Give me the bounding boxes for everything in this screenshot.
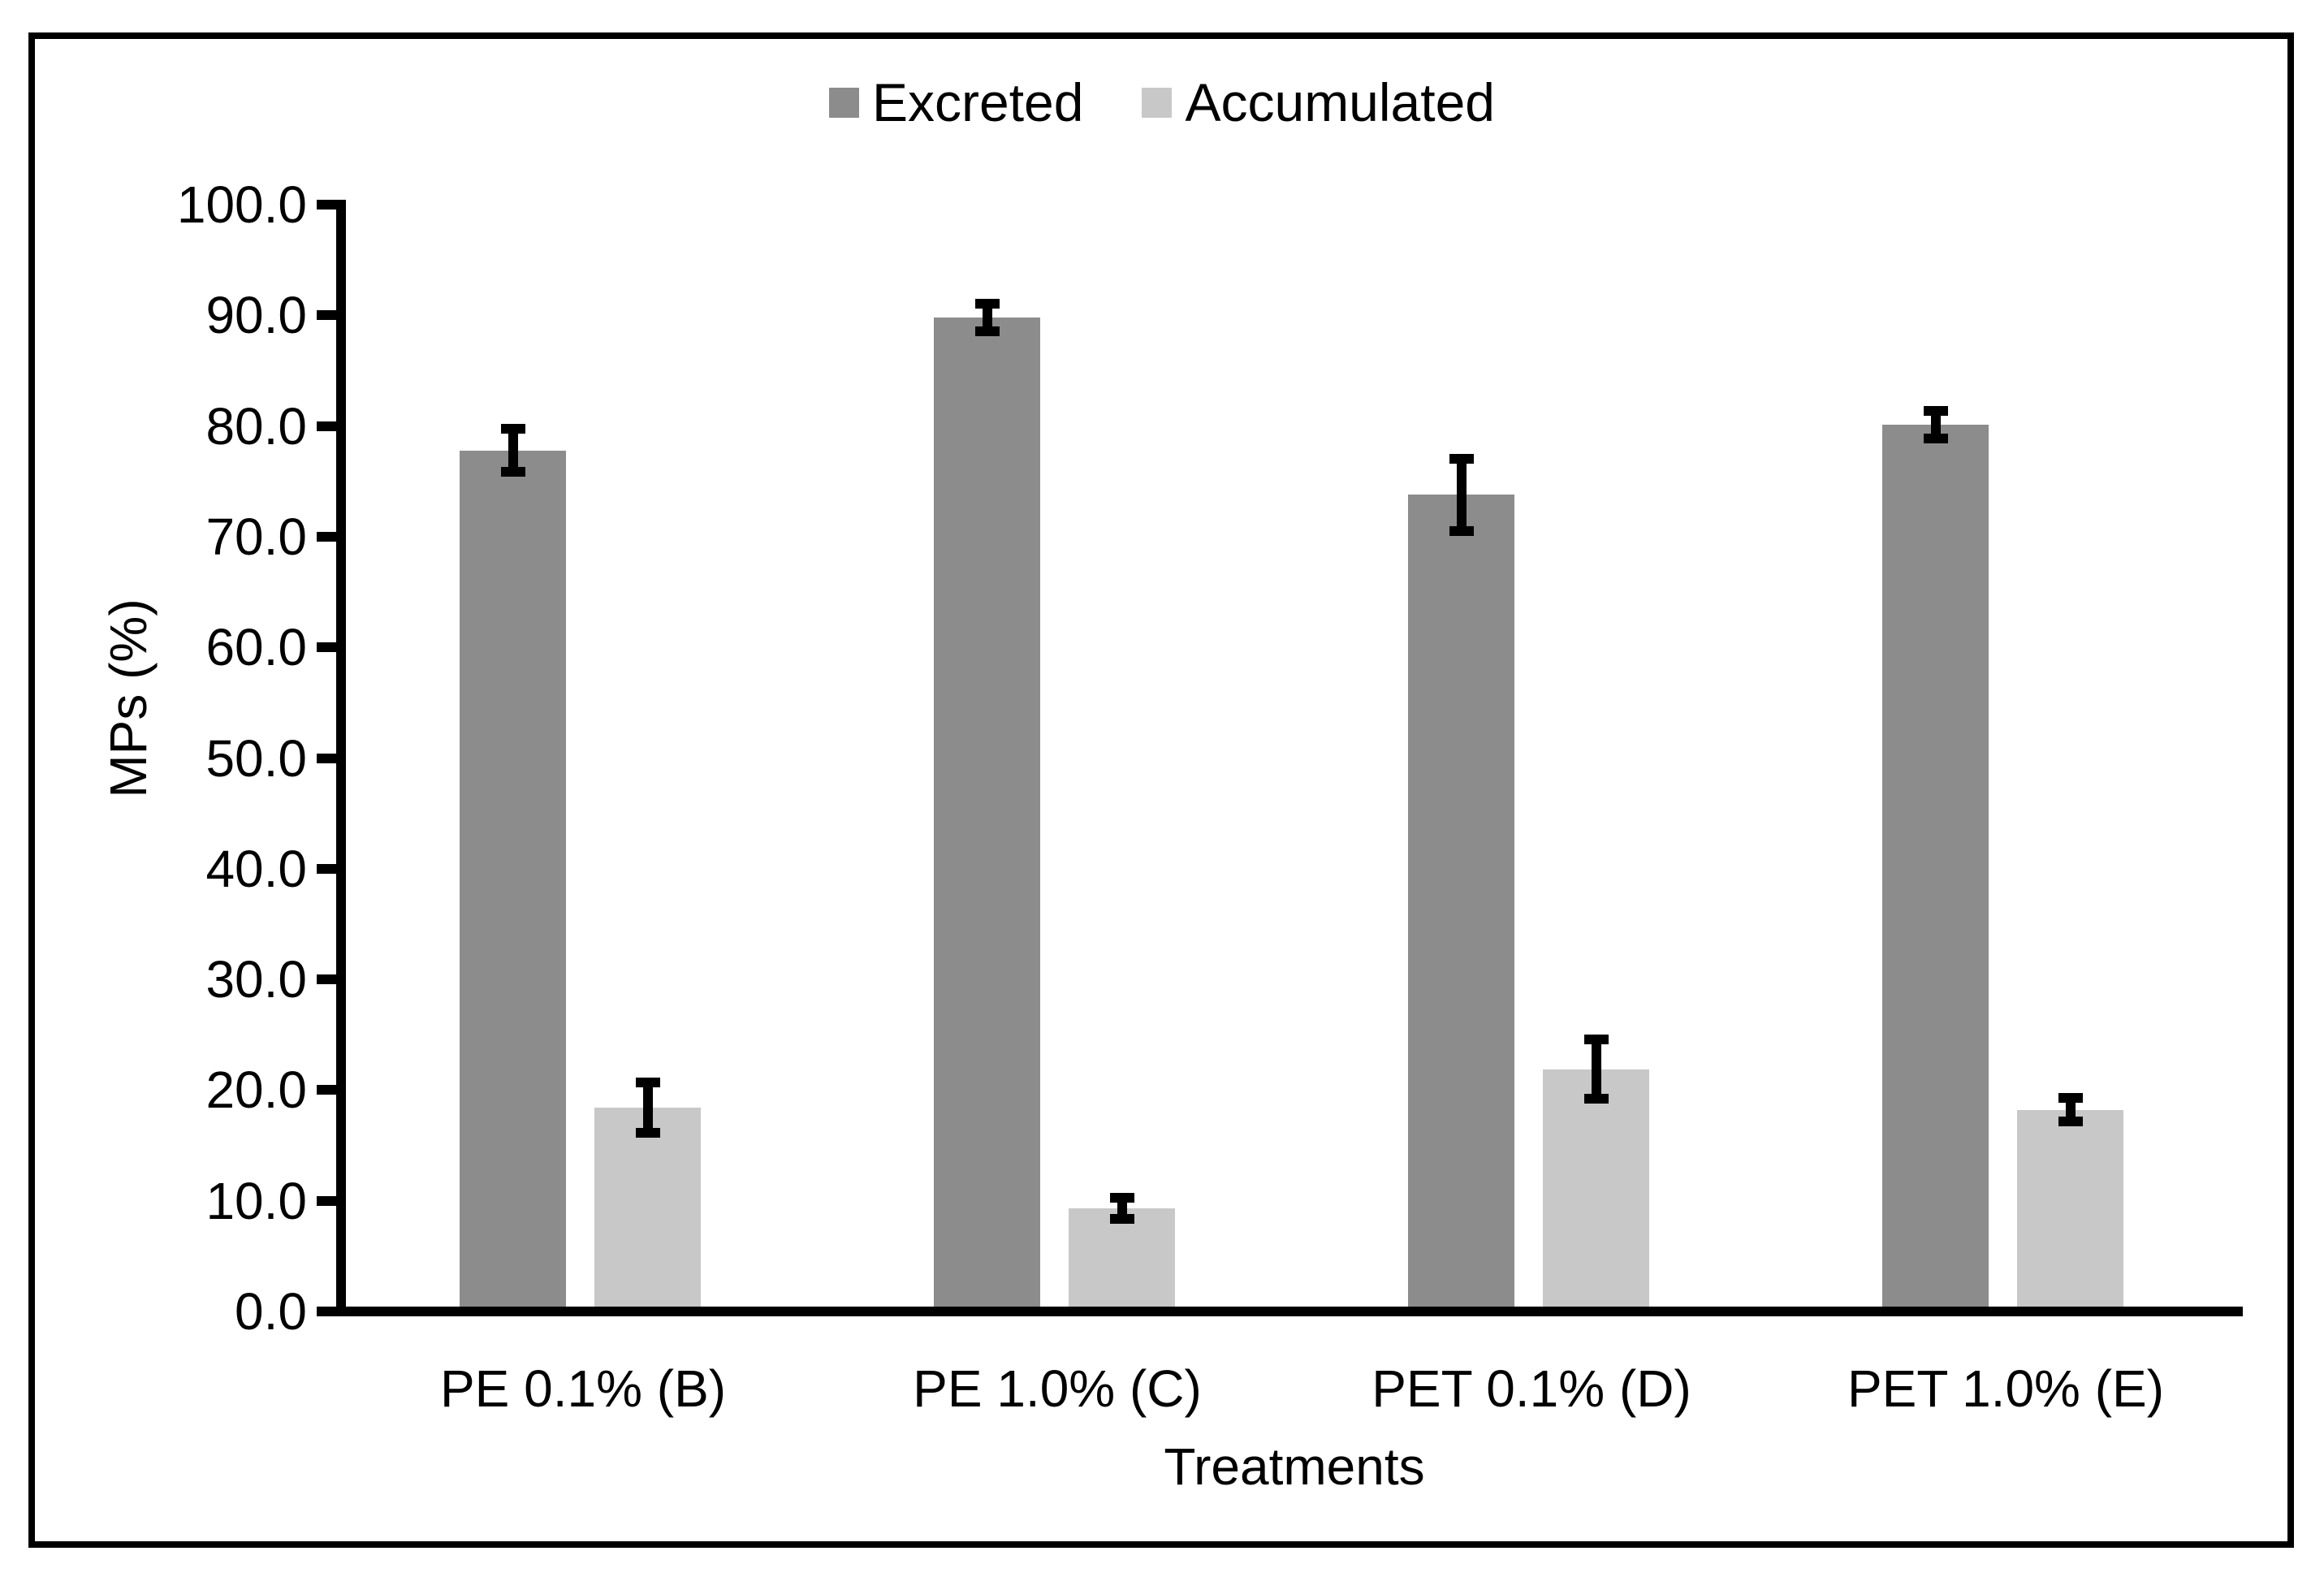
y-axis-tick [317,1195,336,1206]
error-bar-cap-top [635,1078,660,1088]
y-tick-label: 80.0 [205,396,307,456]
x-tick-label: PET 1.0% (E) [1847,1359,2165,1418]
legend-label: Excreted [872,72,1084,132]
y-tick-label: 50.0 [205,728,307,788]
error-bar-cap-bottom [974,326,1000,337]
y-axis-tick [317,200,336,210]
error-bar-cap-top [2058,1093,2083,1104]
y-axis-tick [317,531,336,542]
bar-excreted [1408,495,1514,1311]
y-tick-label: 70.0 [205,507,307,566]
y-tick-label: 60.0 [205,618,307,677]
error-bar-cap-top [1449,453,1474,464]
error-bar-cap-top [1923,406,1948,417]
y-tick-label: 90.0 [205,286,307,345]
y-axis-tick [317,1085,336,1095]
error-bar-cap-bottom [1583,1093,1609,1104]
bar-excreted [934,318,1040,1311]
bar-excreted [1882,425,1989,1311]
error-bar-cap-bottom [1109,1214,1134,1225]
y-axis-tick [317,421,336,431]
y-axis-tick [317,974,336,985]
y-tick-label: 0.0 [235,1282,307,1341]
error-bar-cap-top [1583,1035,1609,1045]
y-axis-tick [317,863,336,874]
y-axis-tick [317,753,336,763]
y-axis-tick [317,310,336,321]
error-bar-stem [642,1078,653,1138]
legend-swatch-icon [829,87,859,118]
legend-item: Accumulated [1142,71,1495,133]
y-tick-label: 20.0 [205,1061,307,1120]
legend-swatch-icon [1142,87,1173,118]
bar-excreted [460,450,566,1311]
y-axis-tick [317,1307,336,1316]
y-tick-label: 30.0 [205,950,307,1009]
y-tick-label: 40.0 [205,839,307,898]
x-tick-label: PET 0.1% (D) [1372,1359,1691,1418]
error-bar-cap-bottom [635,1128,660,1138]
bar-accumulated [2017,1109,2123,1311]
error-bar-stem [508,423,518,477]
legend: Excreted Accumulated [0,70,2324,135]
x-tick-label: PE 0.1% (B) [439,1359,727,1418]
y-tick-label: 10.0 [205,1171,307,1230]
bar-accumulated [594,1108,701,1311]
error-bar-stem [1591,1035,1601,1104]
error-bar-cap-bottom [2058,1117,2083,1127]
y-axis-title: MPs (%) [99,598,158,798]
legend-item: Excreted [829,71,1083,133]
bar-accumulated [1543,1069,1649,1311]
error-bar-cap-top [1109,1193,1134,1203]
error-bar-cap-bottom [1923,434,1948,444]
bar-accumulated [1069,1208,1175,1311]
error-bar-cap-bottom [500,467,525,477]
error-bar-stem [1456,453,1467,536]
error-bar-cap-top [500,423,525,434]
error-bar-cap-top [974,298,1000,309]
x-tick-label: PE 1.0% (C) [913,1359,1202,1418]
x-axis-line [336,1307,2243,1316]
y-tick-label: 100.0 [176,175,307,234]
y-axis-tick [317,642,336,653]
error-bar-cap-bottom [1449,525,1474,536]
legend-label: Accumulated [1185,72,1495,132]
y-axis-line [336,200,346,1316]
x-axis-title: Treatments [1164,1437,1425,1496]
